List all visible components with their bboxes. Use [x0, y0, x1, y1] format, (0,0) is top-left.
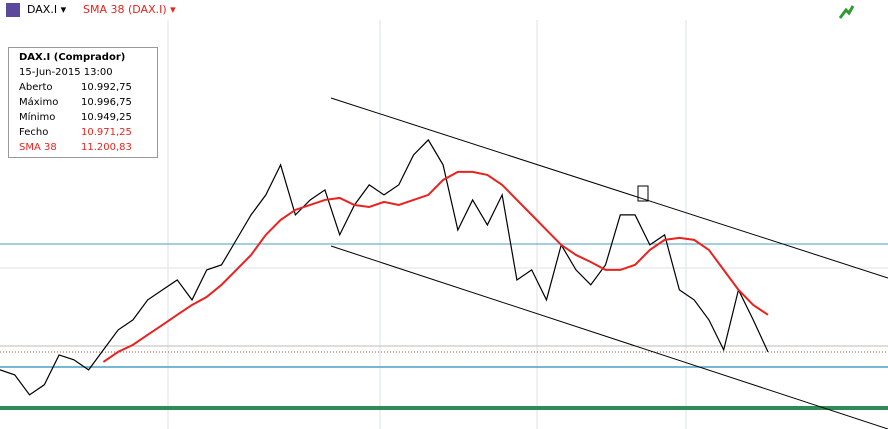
channel-line: [330, 245, 888, 429]
row-value: 10.996,75: [81, 97, 132, 108]
indicator: SMA 38 (DAX.I): [83, 3, 167, 16]
row-value: 10.992,75: [81, 82, 132, 93]
row-value: 10.949,25: [81, 112, 132, 123]
row-label: SMA 38: [19, 142, 57, 153]
row-label: Aberto: [19, 82, 53, 93]
row-label: Máximo: [19, 97, 59, 108]
row-label: Fecho: [19, 127, 49, 138]
row-label: Mínimo: [19, 112, 56, 123]
panel-row: Máximo 10.996,75: [9, 97, 157, 112]
sma-line: [102, 170, 769, 363]
panel-title: DAX.I (Comprador): [19, 52, 126, 63]
panel-row: SMA 38 11.200,83: [9, 142, 157, 157]
symbol-selector[interactable]: DAX.I ▾: [27, 3, 67, 16]
price-line: [0, 138, 769, 396]
trend-icon[interactable]: [838, 5, 855, 19]
row-value: 10.971,25: [81, 127, 132, 138]
app-icon: [6, 3, 20, 17]
panel-date: 15-Jun-2015 13:00: [19, 67, 113, 78]
channel-line: [330, 97, 888, 279]
marker-box: [637, 185, 649, 202]
panel-row: Fecho 10.971,25: [9, 127, 157, 142]
info-panel: DAX.I (Comprador) 15-Jun-2015 13:00 Aber…: [8, 47, 158, 158]
grid: [0, 20, 888, 429]
panel-row: Mínimo 10.949,25: [9, 112, 157, 127]
panel-row: Aberto 10.992,75: [9, 82, 157, 97]
indicator-selector[interactable]: SMA 38 (DAX.I) ▾: [83, 3, 176, 16]
row-value: 11.200,83: [81, 142, 132, 153]
symbol: DAX.I: [27, 3, 58, 16]
